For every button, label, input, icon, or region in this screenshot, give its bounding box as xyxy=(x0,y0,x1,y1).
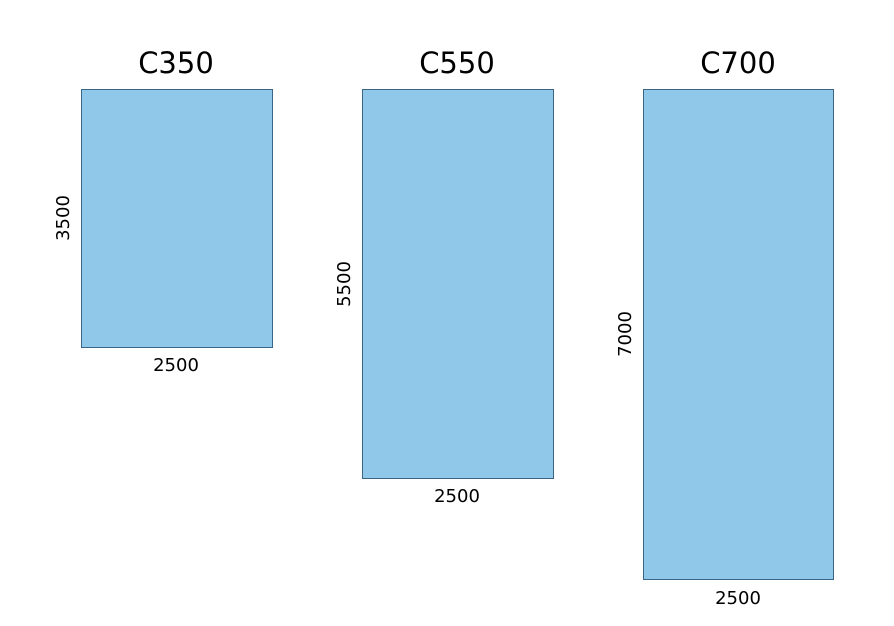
panel-rect xyxy=(81,89,273,348)
panel: C700 7000 2500 xyxy=(615,46,834,609)
height-label: 3500 xyxy=(53,195,74,241)
width-label: 2500 xyxy=(715,588,761,609)
panel-rect xyxy=(643,89,834,580)
width-label: 2500 xyxy=(153,355,199,376)
panel-title: C700 xyxy=(700,46,776,80)
panel: C350 3500 2500 xyxy=(53,46,273,376)
panel-title: C350 xyxy=(138,46,214,80)
panel: C550 5500 2500 xyxy=(334,46,554,507)
panel-title: C550 xyxy=(419,46,495,80)
height-label: 5500 xyxy=(334,261,355,307)
panel-rect xyxy=(362,89,554,479)
width-label: 2500 xyxy=(434,486,480,507)
height-label: 7000 xyxy=(615,311,636,357)
